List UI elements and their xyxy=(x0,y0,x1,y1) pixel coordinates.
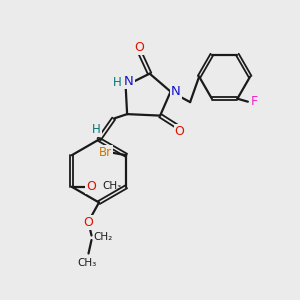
Text: F: F xyxy=(251,95,258,108)
Text: O: O xyxy=(175,125,184,138)
Text: CH₂: CH₂ xyxy=(93,232,112,242)
Text: CH₃: CH₃ xyxy=(77,258,97,268)
Text: N: N xyxy=(124,75,134,88)
Text: N: N xyxy=(171,85,181,98)
Text: CH₃: CH₃ xyxy=(102,181,122,191)
Text: O: O xyxy=(84,215,93,229)
Text: Br: Br xyxy=(99,146,112,159)
Text: H: H xyxy=(113,76,122,88)
Text: O: O xyxy=(134,41,144,54)
Text: O: O xyxy=(86,180,96,193)
Text: H: H xyxy=(92,123,101,136)
